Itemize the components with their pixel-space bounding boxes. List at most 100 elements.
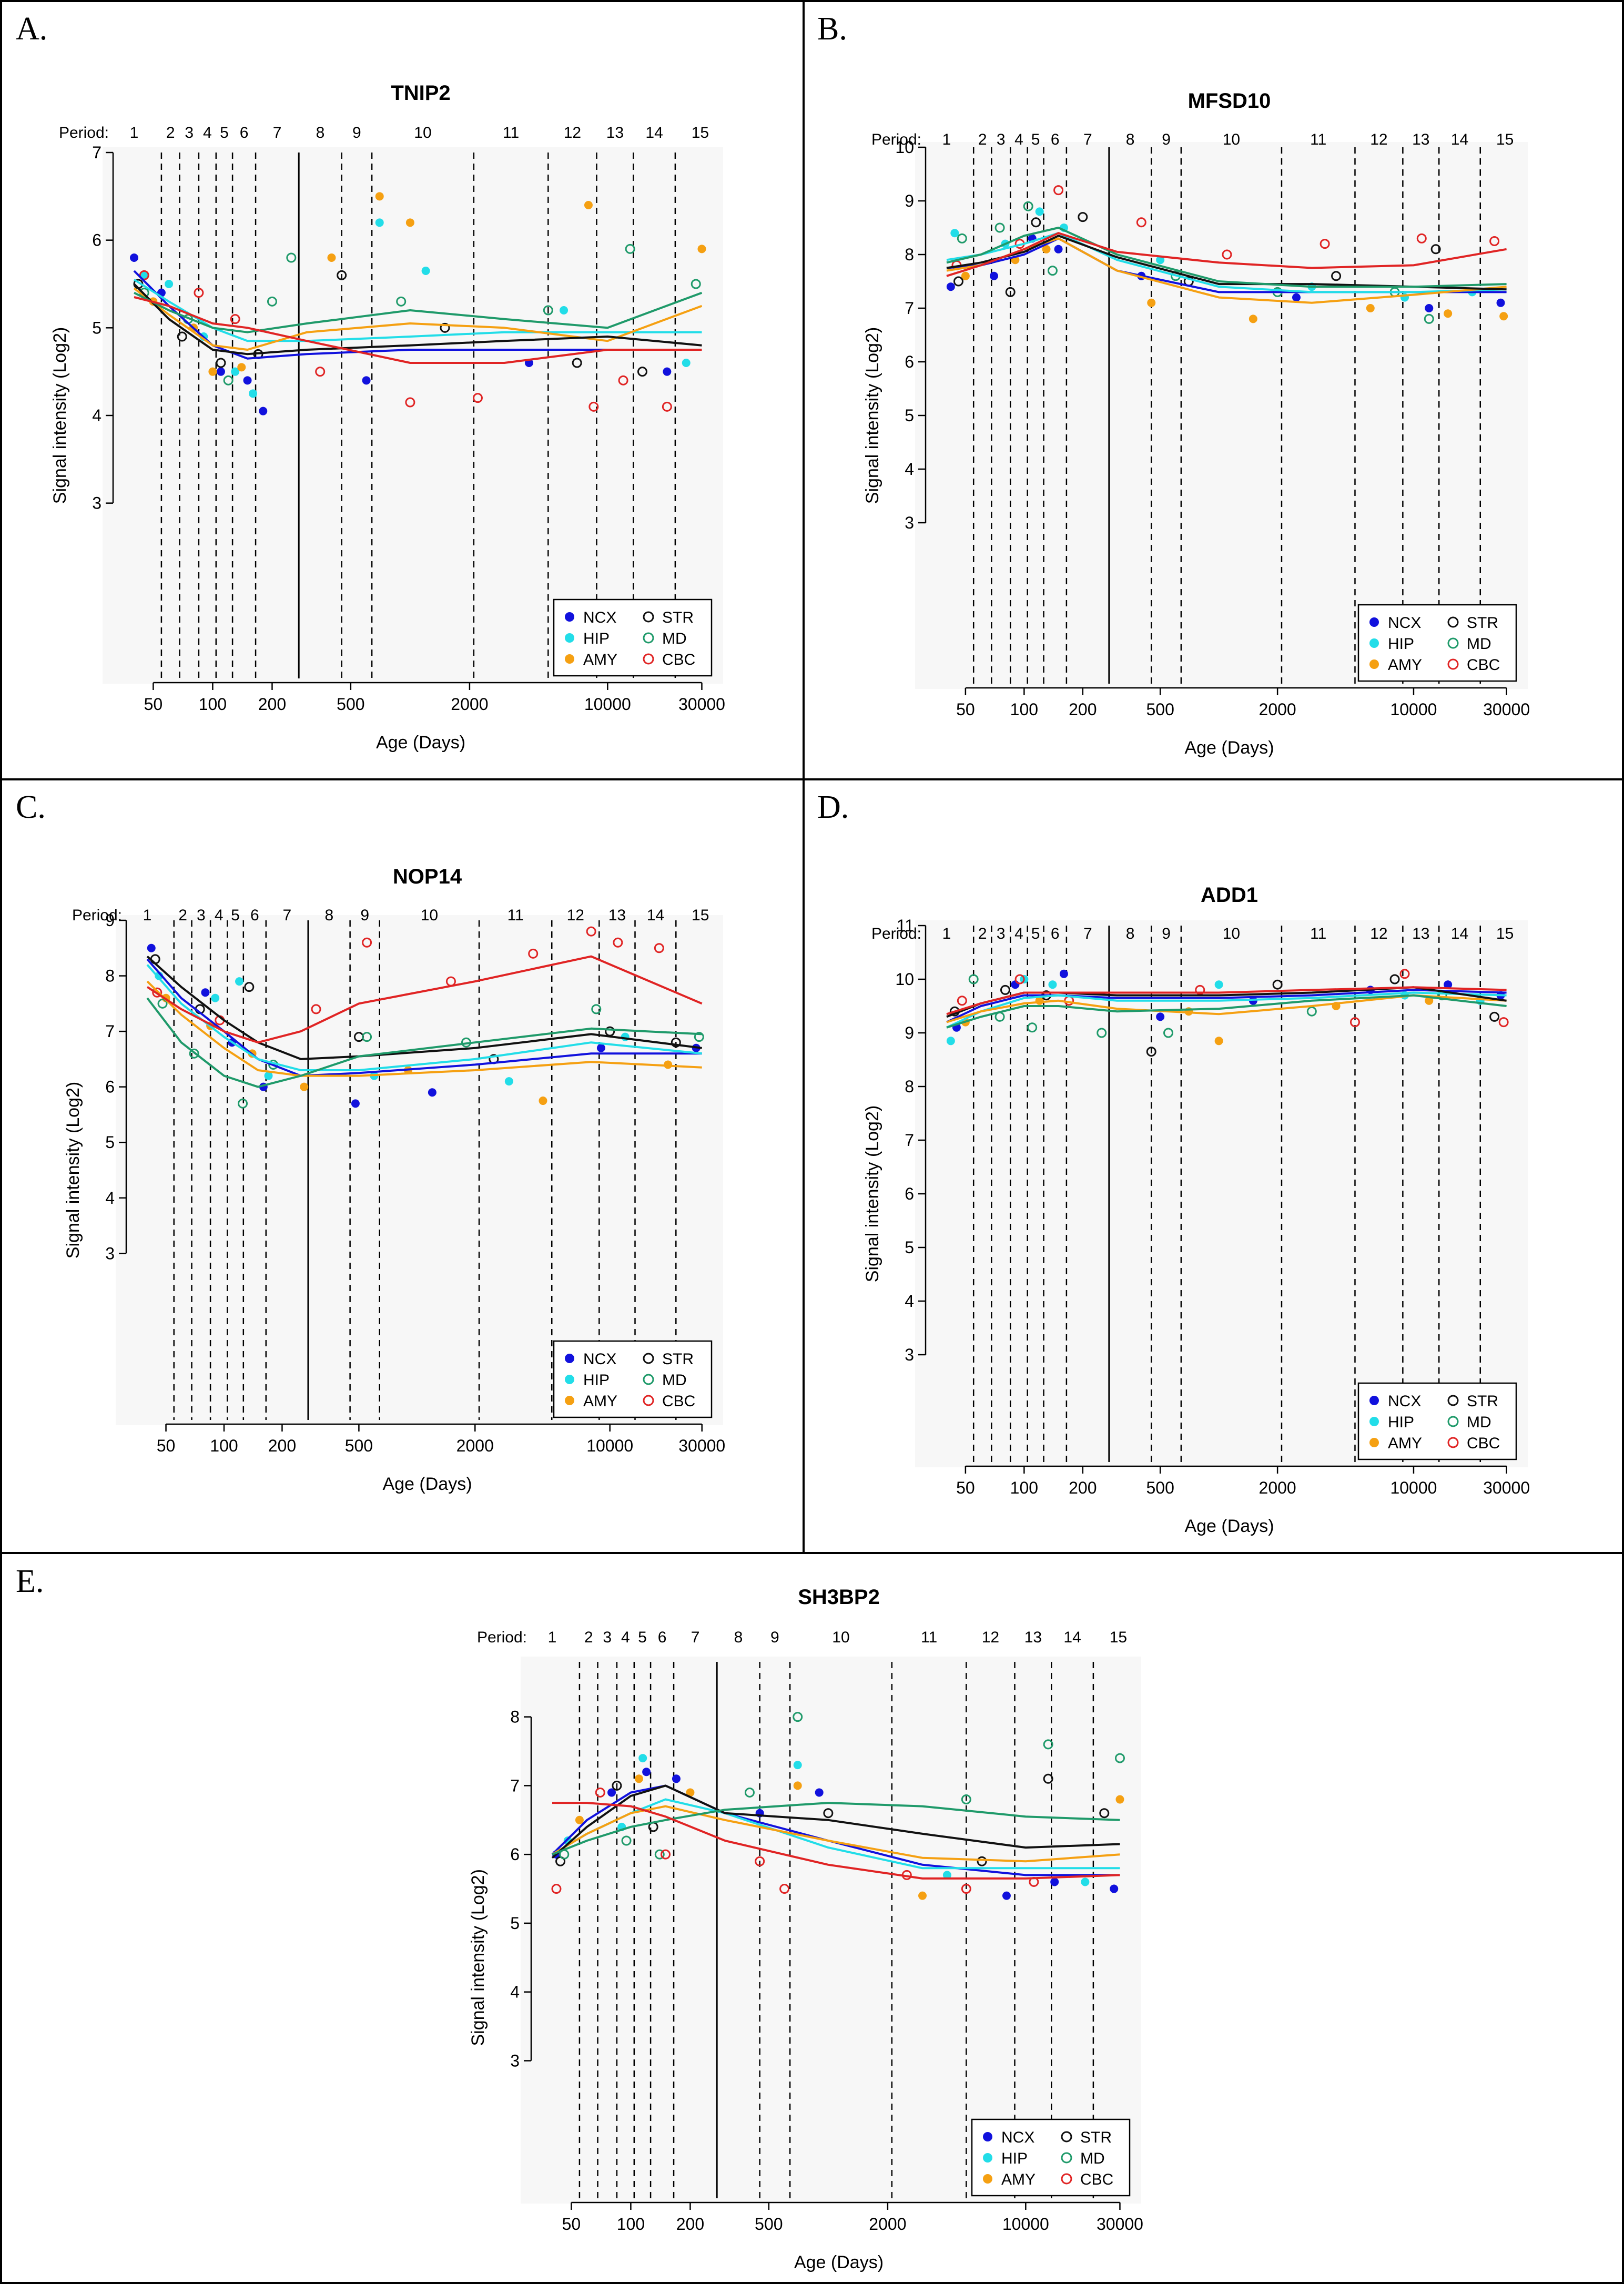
legend-marker-amy <box>565 1396 574 1405</box>
data-point-hip <box>638 1754 647 1763</box>
data-point-hip <box>421 267 430 275</box>
data-point-amy <box>208 367 217 376</box>
x-tick-label: 2000 <box>1259 1478 1296 1497</box>
data-point-hip <box>942 1871 951 1880</box>
legend-marker-hip <box>1369 638 1379 648</box>
period-number: 12 <box>982 1629 999 1646</box>
chart-title: TNIP2 <box>391 82 450 105</box>
data-point-str <box>823 1808 834 1819</box>
period-number: 1 <box>548 1629 557 1646</box>
legend-marker-cbc <box>1447 1437 1459 1448</box>
data-point-hip <box>560 306 569 314</box>
data-point-str <box>337 270 347 280</box>
data-point-cbc <box>662 401 672 412</box>
legend-label-amy: AMY <box>1001 2171 1036 2188</box>
period-number: 11 <box>508 907 524 924</box>
data-point-str <box>1099 1808 1110 1819</box>
data-point-str <box>953 276 963 287</box>
data-point-hip <box>793 1761 802 1770</box>
data-point-md <box>744 1787 755 1798</box>
data-point-hip <box>682 359 691 367</box>
period-number: 3 <box>197 907 206 924</box>
data-point-ncx <box>243 376 252 385</box>
period-number: 10 <box>414 124 431 141</box>
data-point-amy <box>961 271 970 280</box>
period-number: 5 <box>220 124 229 141</box>
trend-line-str <box>146 956 702 1060</box>
legend-marker-md <box>643 632 654 644</box>
trend-line-amy <box>133 287 703 351</box>
period-number: 2 <box>584 1629 593 1646</box>
legend-box <box>1357 604 1517 682</box>
data-point-amy <box>584 201 593 209</box>
data-point-hip <box>1081 1877 1090 1886</box>
x-tick-label: 10000 <box>1390 1478 1437 1497</box>
x-tick-label: 50 <box>956 700 975 719</box>
legend-marker-str <box>1447 1395 1459 1406</box>
period-number: 2 <box>978 131 987 148</box>
legend-label-md: MD <box>1467 635 1491 653</box>
period-number: 13 <box>608 907 626 924</box>
trend-line-md <box>946 994 1507 1029</box>
data-point-cbc <box>613 937 623 948</box>
data-point-str <box>1489 1011 1500 1022</box>
data-point-md <box>362 1032 372 1042</box>
trend-line-ncx <box>133 270 702 360</box>
data-point-md <box>694 1032 704 1042</box>
y-tick-label: 9 <box>905 1023 914 1042</box>
data-point-hip <box>231 367 240 376</box>
data-point-md <box>543 305 553 316</box>
y-tick-label: 5 <box>905 1238 914 1257</box>
data-point-str <box>1146 1047 1156 1057</box>
period-number: 15 <box>692 124 709 141</box>
data-point-amy <box>1366 304 1375 312</box>
data-point-str <box>637 367 647 377</box>
data-point-ncx <box>1059 969 1068 978</box>
data-point-cbc <box>1349 1017 1360 1028</box>
data-point-str <box>1331 271 1342 281</box>
y-tick-label: 7 <box>105 1022 115 1041</box>
legend-box <box>971 2118 1131 2197</box>
data-point-md <box>654 1849 665 1860</box>
data-point-hip <box>249 389 258 398</box>
data-point-cbc <box>1053 185 1064 196</box>
x-axis-label: Age (Days) <box>376 733 465 753</box>
data-point-md <box>961 1794 971 1805</box>
y-tick-label: 3 <box>510 2051 520 2070</box>
plot-background <box>915 142 1528 689</box>
period-number: 10 <box>832 1629 849 1646</box>
period-number: 5 <box>231 907 240 924</box>
data-point-ncx <box>1156 1012 1165 1021</box>
period-number: 14 <box>1063 1629 1081 1646</box>
period-number: 3 <box>997 131 1006 148</box>
data-point-amy <box>634 1774 643 1783</box>
x-tick-label: 200 <box>258 695 286 714</box>
y-tick-label: 6 <box>105 1078 115 1097</box>
data-point-hip <box>1035 207 1044 216</box>
legend-label-hip: HIP <box>1388 635 1414 653</box>
data-point-str <box>1430 244 1441 255</box>
data-point-ncx <box>259 407 268 415</box>
period-number: 5 <box>1031 925 1040 942</box>
data-point-ncx <box>147 943 156 952</box>
period-number: 8 <box>734 1629 743 1646</box>
data-point-ncx <box>428 1088 437 1097</box>
period-number: 11 <box>1310 131 1326 148</box>
legend-label-md: MD <box>1080 2150 1105 2167</box>
period-number: 6 <box>240 124 249 141</box>
period-number: 12 <box>567 907 584 924</box>
data-point-md <box>1114 1753 1125 1763</box>
data-point-str <box>216 358 226 368</box>
x-tick-label: 50 <box>562 2215 581 2234</box>
data-point-cbc <box>1416 233 1427 243</box>
trend-line-hip <box>946 991 1507 1029</box>
legend-label-cbc: CBC <box>1467 656 1500 674</box>
data-point-amy <box>575 1815 584 1824</box>
data-point-ncx <box>1110 1884 1119 1893</box>
y-tick-label: 8 <box>905 245 914 264</box>
y-tick-label: 5 <box>905 406 914 425</box>
data-point-md <box>396 296 407 307</box>
row-divider-1 <box>0 778 1624 780</box>
